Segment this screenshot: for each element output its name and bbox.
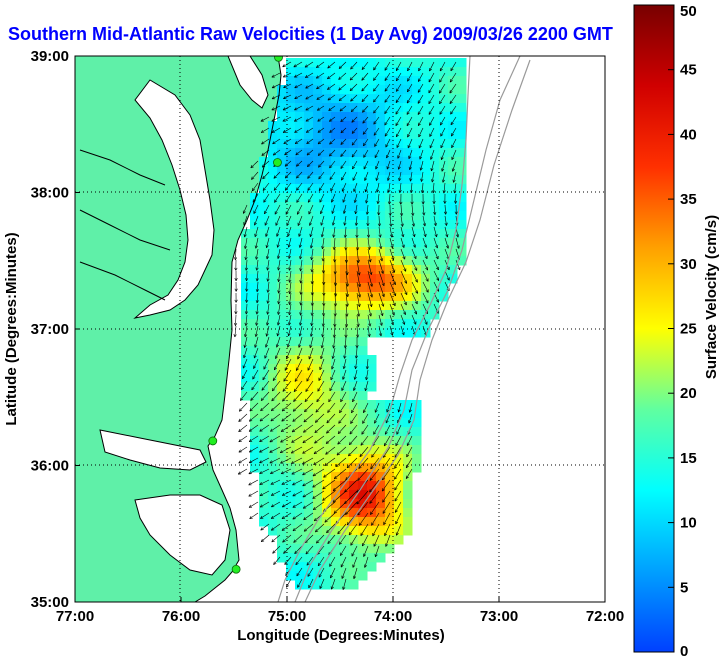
x-tick-label: 76:00 [162,608,200,625]
x-axis-label: Longitude (Degrees:Minutes) [237,627,445,644]
station-marker [208,436,218,446]
land-mass [75,56,281,602]
colorbar-tick-label: 20 [680,385,697,402]
x-tick-labels: 77:00 76:00 75:00 74:00 73:00 72:00 [56,597,624,625]
y-tick-label: 37:00 [31,321,69,338]
colorbar-tick-labels: 0 5 10 15 20 25 30 35 40 45 50 [668,3,697,659]
station-marker [231,564,241,574]
colorbar-label: Surface Velocity (cm/s) [703,215,720,379]
colorbar-tick-label: 30 [680,256,697,273]
x-tick-label: 74:00 [374,608,412,625]
y-axis-label: Latitude (Degrees:Minutes) [3,232,20,425]
colorbar-tick-label: 10 [680,515,697,532]
x-tick-label: 75:00 [268,608,306,625]
river-3 [79,261,166,301]
isobath-1 [277,56,471,602]
delaware-bay [227,56,269,109]
colorbar-tick-label: 35 [680,191,697,208]
x-tick-label: 77:00 [56,608,94,625]
colorbar-tick-label: 45 [680,62,697,79]
y-tick-label: 38:00 [31,185,69,202]
bay-water [133,79,215,319]
colorbar-tick-label: 25 [680,321,697,338]
chart-title: Southern Mid-Atlantic Raw Velocities (1 … [8,24,613,44]
colorbar-tick-label: 0 [680,643,688,659]
isobath-2 [294,56,521,602]
colorbar-tick-label: 50 [680,3,697,20]
pamlico-sound [134,494,231,576]
colorbar-tick-label: 5 [680,579,688,596]
x-tick-label: 72:00 [586,608,624,625]
graticule [75,56,605,602]
y-tick-label: 35:00 [31,594,69,611]
colorbar-tick-label: 40 [680,126,697,143]
velocity-field [233,58,467,590]
y-tick-label: 39:00 [31,48,69,65]
isobath-3 [304,59,531,602]
hf-radar-stations [208,56,283,574]
x-tick-label: 73:00 [480,608,518,625]
y-tick-label: 36:00 [31,458,69,475]
y-tick-labels: 39:00 38:00 37:00 36:00 35:00 [31,48,80,611]
station-marker [274,56,283,62]
colorbar-tick-label: 15 [680,450,697,467]
colorbar [633,4,675,653]
station-marker [273,158,282,167]
river-2 [79,209,171,251]
river-1 [79,149,166,186]
